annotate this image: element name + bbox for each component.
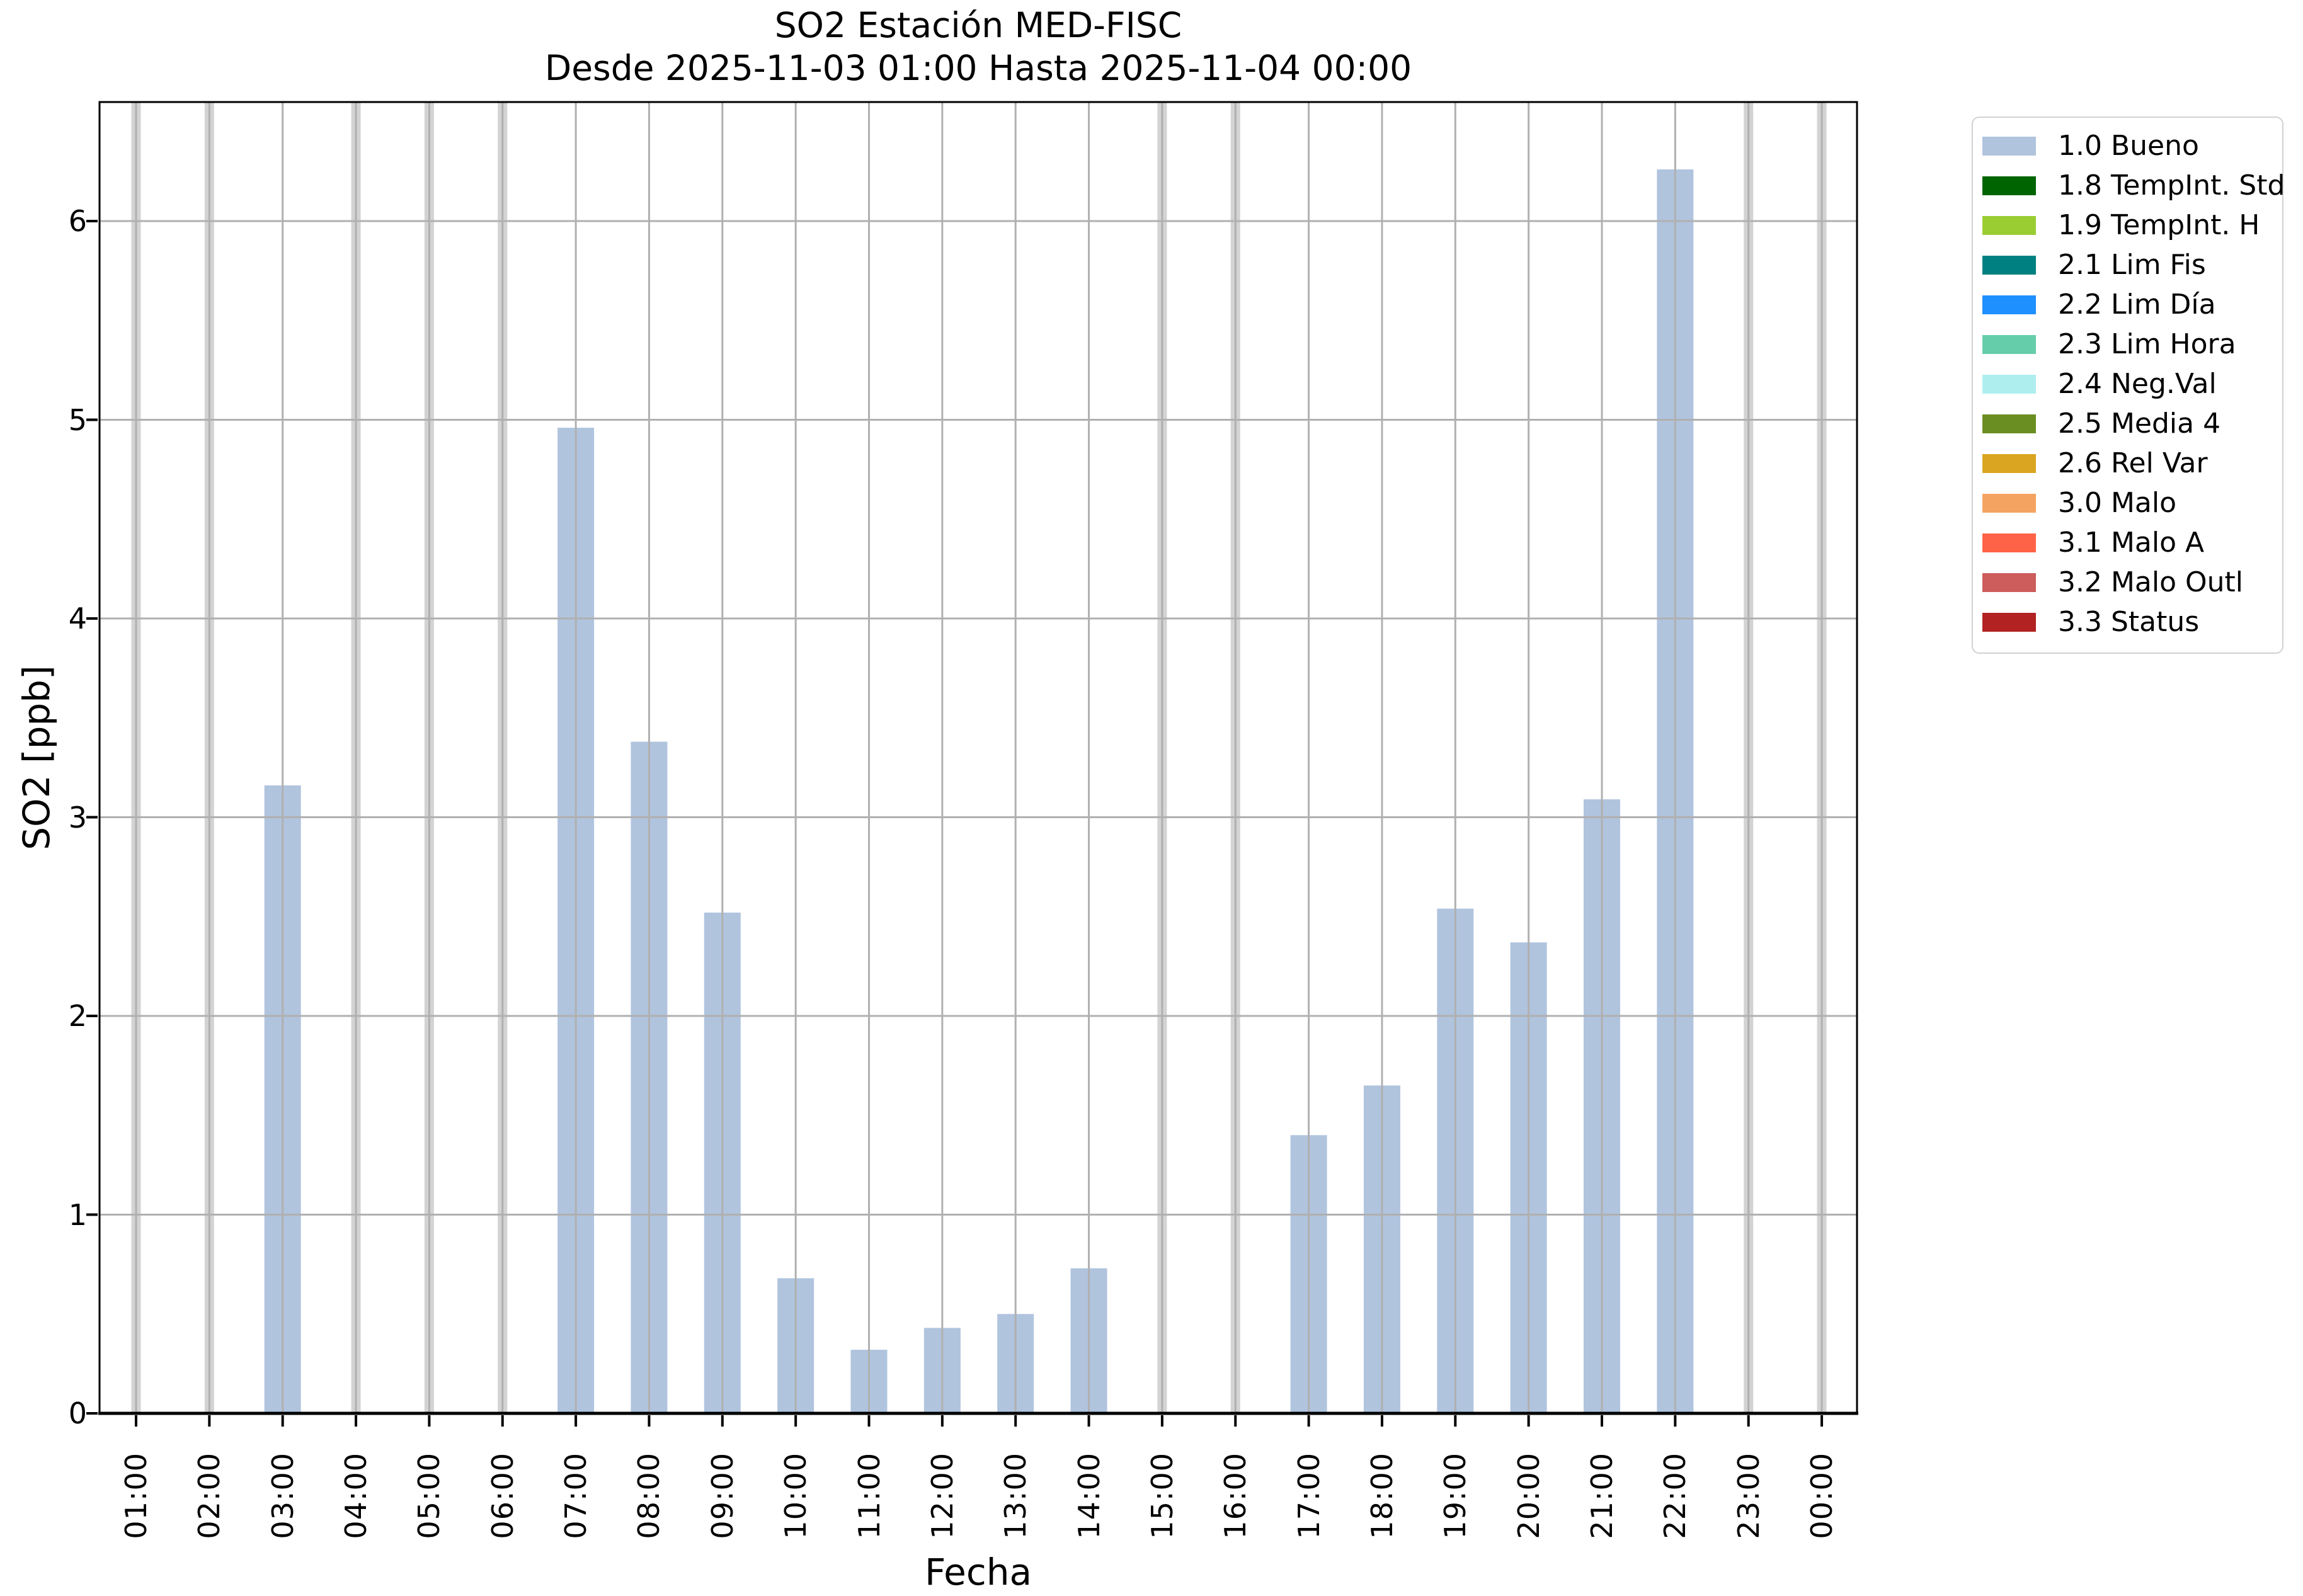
chart-title-line-1: SO2 Estación MED-FISC xyxy=(774,5,1182,45)
legend-label: 2.3 Lim Hora xyxy=(2058,328,2236,360)
legend-item-3.1-Malo-A: 3.1 Malo A xyxy=(1982,523,2282,562)
x-tick-label-14:00: 14:00 xyxy=(1071,1452,1106,1539)
x-tick-label-19:00: 19:00 xyxy=(1438,1452,1473,1539)
legend-swatch-icon xyxy=(1982,176,2036,195)
legend-swatch-icon xyxy=(1982,295,2036,314)
x-tick-label-23:00: 23:00 xyxy=(1731,1452,1766,1539)
legend-label: 1.8 TempInt. Std xyxy=(2058,169,2285,202)
legend-item-2.6-Rel-Var: 2.6 Rel Var xyxy=(1982,443,2282,483)
legend-label: 2.1 Lim Fis xyxy=(2058,249,2206,281)
y-tick-label-0: 0 xyxy=(68,1396,87,1430)
legend-item-2.2-Lim-D-a: 2.2 Lim Día xyxy=(1982,285,2282,324)
legend-item-1.0-Bueno: 1.0 Bueno xyxy=(1982,126,2282,166)
legend-label: 1.9 TempInt. H xyxy=(2058,209,2260,241)
legend-swatch-icon xyxy=(1982,374,2036,394)
legend-swatch-icon xyxy=(1982,573,2036,592)
legend-item-3.3-Status: 3.3 Status xyxy=(1982,602,2282,642)
legend-label: 3.2 Malo Outl xyxy=(2058,566,2244,598)
legend-swatch-icon xyxy=(1982,334,2036,354)
x-tick-label-04:00: 04:00 xyxy=(339,1452,374,1539)
x-tick-label-12:00: 12:00 xyxy=(925,1452,959,1539)
legend-item-3.2-Malo-Outl: 3.2 Malo Outl xyxy=(1982,562,2282,602)
legend-swatch-icon xyxy=(1982,453,2036,473)
x-tick-label-21:00: 21:00 xyxy=(1585,1452,1619,1539)
x-tick-label-08:00: 08:00 xyxy=(632,1452,666,1539)
y-tick-label-2: 2 xyxy=(68,999,87,1033)
x-tick-label-10:00: 10:00 xyxy=(779,1452,813,1539)
legend-item-1.9-TempInt.-H: 1.9 TempInt. H xyxy=(1982,205,2282,245)
legend-swatch-icon xyxy=(1982,533,2036,552)
y-tick-label-5: 5 xyxy=(68,402,87,437)
x-tick-label-07:00: 07:00 xyxy=(559,1452,593,1539)
x-tick-label-03:00: 03:00 xyxy=(265,1452,300,1539)
x-tick-label-00:00: 00:00 xyxy=(1805,1452,1839,1539)
x-tick-label-13:00: 13:00 xyxy=(998,1452,1033,1539)
legend-item-1.8-TempInt.-Std: 1.8 TempInt. Std xyxy=(1982,166,2285,205)
legend-label: 2.2 Lim Día xyxy=(2058,288,2216,321)
legend-swatch-icon xyxy=(1982,136,2036,156)
legend-item-2.1-Lim-Fis: 2.1 Lim Fis xyxy=(1982,245,2282,285)
x-tick-label-17:00: 17:00 xyxy=(1291,1452,1326,1539)
y-tick-label-3: 3 xyxy=(68,800,87,835)
legend-label: 3.3 Status xyxy=(2058,606,2200,638)
x-axis-label: Fecha xyxy=(924,1551,1032,1593)
y-tick-label-6: 6 xyxy=(68,204,87,238)
legend-item-2.3-Lim-Hora: 2.3 Lim Hora xyxy=(1982,324,2282,364)
x-tick-label-20:00: 20:00 xyxy=(1511,1452,1546,1539)
x-tick-label-06:00: 06:00 xyxy=(485,1452,520,1539)
legend-label: 2.5 Media 4 xyxy=(2058,408,2221,440)
chart-title-line-2: Desde 2025-11-03 01:00 Hasta 2025-11-04 … xyxy=(544,48,1412,88)
x-tick-label-15:00: 15:00 xyxy=(1145,1452,1179,1539)
x-tick-label-18:00: 18:00 xyxy=(1364,1452,1399,1539)
x-tick-label-05:00: 05:00 xyxy=(412,1452,447,1539)
x-tick-label-01:00: 01:00 xyxy=(119,1452,153,1539)
legend-swatch-icon xyxy=(1982,255,2036,275)
legend-swatch-icon xyxy=(1982,215,2036,235)
legend-label: 2.4 Neg.Val xyxy=(2058,368,2217,400)
legend-item-3.0-Malo: 3.0 Malo xyxy=(1982,483,2282,523)
legend-swatch-icon xyxy=(1982,612,2036,632)
legend-swatch-icon xyxy=(1982,414,2036,433)
y-tick-label-4: 4 xyxy=(68,601,87,636)
x-tick-label-02:00: 02:00 xyxy=(192,1452,227,1539)
x-tick-label-09:00: 09:00 xyxy=(705,1452,740,1539)
legend-label: 3.0 Malo xyxy=(2058,487,2177,519)
y-tick-label-1: 1 xyxy=(68,1197,87,1232)
x-tick-label-16:00: 16:00 xyxy=(1218,1452,1253,1539)
x-tick-label-11:00: 11:00 xyxy=(852,1452,886,1539)
legend-label: 2.6 Rel Var xyxy=(2058,447,2208,479)
legend-label: 3.1 Malo A xyxy=(2058,527,2205,559)
x-tick-label-22:00: 22:00 xyxy=(1658,1452,1693,1539)
legend: 1.0 Bueno 1.8 TempInt. Std 1.9 TempInt. H 2… xyxy=(1972,117,2285,654)
legend-swatch-icon xyxy=(1982,493,2036,513)
legend-label: 1.0 Bueno xyxy=(2058,130,2199,162)
legend-item-2.5-Media-4: 2.5 Media 4 xyxy=(1982,404,2282,443)
legend-item-2.4-Neg.Val: 2.4 Neg.Val xyxy=(1982,364,2282,404)
